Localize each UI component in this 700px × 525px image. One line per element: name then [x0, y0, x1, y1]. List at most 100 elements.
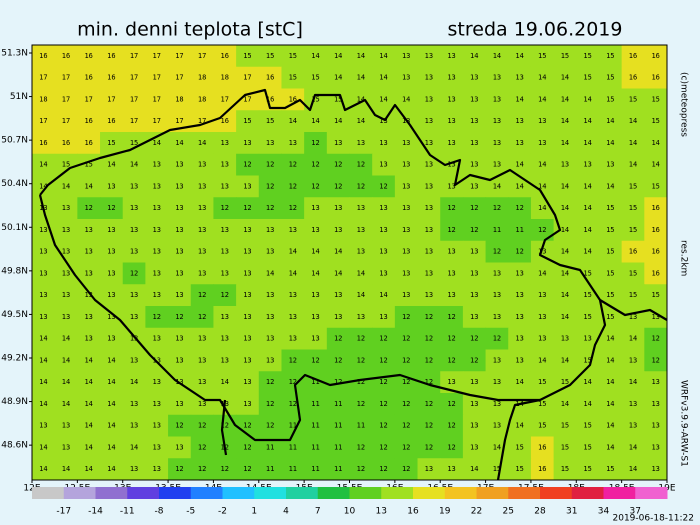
cell-value: 12	[470, 226, 478, 234]
cell-value: 15	[130, 139, 138, 147]
colorbar-label: 1	[251, 507, 257, 517]
cell-value: 14	[606, 117, 614, 125]
grid-cell	[508, 153, 532, 176]
cell-value: 13	[243, 269, 251, 277]
grid-cell	[236, 219, 260, 242]
cell-value: 13	[629, 313, 637, 321]
grid-cell	[100, 458, 124, 481]
cell-value: 13	[515, 139, 523, 147]
cell-value: 17	[175, 74, 183, 82]
cell-value: 13	[515, 117, 523, 125]
cell-value: 12	[334, 378, 342, 386]
cell-value: 12	[379, 400, 387, 408]
grid-cell	[77, 393, 101, 416]
grid-cell	[168, 436, 192, 459]
grid-cell	[190, 132, 214, 155]
grid-cell	[576, 414, 600, 437]
grid-cell	[168, 219, 192, 242]
grid-cell	[168, 45, 192, 68]
grid-cell	[508, 110, 532, 133]
cell-value: 14	[538, 356, 546, 364]
grid-cell	[508, 132, 532, 155]
grid-cell	[598, 349, 623, 372]
grid-cell	[100, 219, 124, 242]
grid-cell	[122, 45, 146, 68]
grid-cell	[553, 240, 577, 263]
cell-value: 14	[515, 378, 523, 386]
cell-value: 13	[62, 226, 70, 234]
cell-value: 13	[538, 291, 546, 299]
cell-value: 13	[311, 204, 319, 212]
cell-value: 13	[357, 313, 365, 321]
grid-cell	[326, 240, 350, 263]
cell-value: 14	[561, 313, 569, 321]
grid-cell	[281, 88, 305, 111]
cell-value: 13	[447, 52, 455, 60]
grid-cell	[485, 458, 509, 481]
grid-cell	[598, 414, 623, 437]
cell-value: 13	[493, 117, 501, 125]
grid-cell	[326, 371, 350, 394]
grid-cell	[372, 414, 396, 437]
cell-value: 16	[629, 74, 637, 82]
grid-cell	[122, 371, 146, 394]
cell-value: 16	[84, 52, 92, 60]
grid-cell	[349, 414, 373, 437]
colorbar-label: -17	[56, 507, 71, 517]
grid-cell	[258, 66, 282, 89]
grid-cell	[145, 458, 169, 481]
grid-cell	[440, 66, 464, 89]
grid-cell	[213, 306, 237, 329]
cell-value: 13	[266, 139, 274, 147]
cell-value: 14	[583, 117, 591, 125]
cell-value: 15	[606, 313, 614, 321]
cell-value: 14	[538, 95, 546, 103]
cell-value: 11	[334, 400, 342, 408]
cell-value: 14	[606, 400, 614, 408]
cell-value: 14	[606, 139, 614, 147]
cell-value: 13	[266, 291, 274, 299]
cell-value: 12	[289, 356, 297, 364]
cell-value: 13	[311, 313, 319, 321]
cell-value: 13	[447, 291, 455, 299]
grid-cell	[100, 414, 124, 437]
grid-cell	[576, 262, 600, 285]
grid-cell	[54, 414, 78, 437]
grid-cell	[304, 458, 328, 481]
cell-value: 12	[289, 378, 297, 386]
cell-value: 13	[402, 226, 410, 234]
cell-value: 12	[402, 443, 410, 451]
cell-value: 13	[84, 291, 92, 299]
grid-cell	[485, 110, 509, 133]
y-tick-label: 51N	[10, 92, 28, 102]
grid-cell	[32, 371, 56, 394]
grid-cell	[77, 306, 101, 329]
grid-cell	[576, 371, 600, 394]
colorbar-segment	[63, 487, 96, 499]
cell-value: 13	[175, 356, 183, 364]
cell-value: 12	[107, 204, 115, 212]
colorbar-label: -14	[88, 507, 103, 517]
grid-cell	[644, 306, 668, 329]
grid-cell	[190, 110, 214, 133]
grid-cell	[32, 349, 56, 372]
grid-cell	[168, 66, 192, 89]
grid-cell	[644, 393, 668, 416]
grid-cell	[213, 110, 237, 133]
grid-cell	[644, 45, 668, 68]
cell-value: 14	[198, 139, 206, 147]
cell-value: 12	[221, 291, 229, 299]
colorbar-segment	[159, 487, 192, 499]
cell-value: 12	[311, 182, 319, 190]
grid-cell	[621, 66, 645, 89]
cell-value: 15	[493, 465, 501, 473]
cell-value: 14	[561, 226, 569, 234]
cell-value: 15	[538, 400, 546, 408]
cell-value: 14	[107, 443, 115, 451]
cell-value: 15	[243, 52, 251, 60]
grid-cell	[372, 240, 396, 263]
grid-cell	[281, 175, 305, 198]
cell-value: 13	[470, 400, 478, 408]
grid-cell	[508, 219, 532, 242]
cell-value: 12	[289, 161, 297, 169]
